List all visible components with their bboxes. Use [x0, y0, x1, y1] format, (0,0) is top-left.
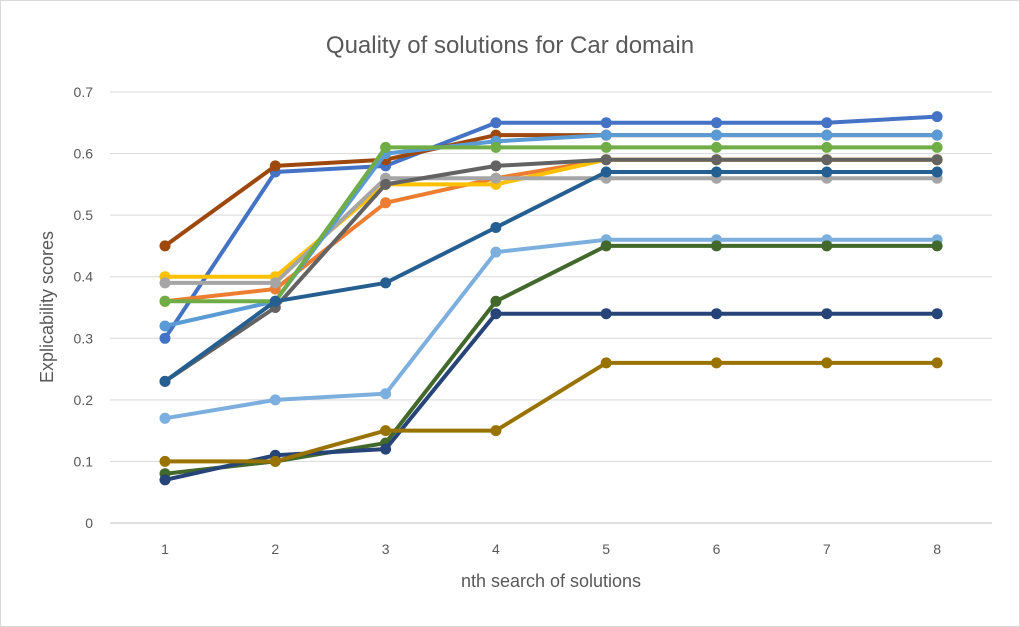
data-point	[600, 129, 612, 141]
data-point	[490, 141, 502, 153]
data-point	[931, 129, 943, 141]
data-point	[931, 357, 943, 369]
data-point	[600, 357, 612, 369]
data-point	[711, 117, 722, 129]
data-point	[269, 160, 281, 172]
data-point	[711, 129, 722, 141]
data-point	[159, 455, 171, 467]
y-tick-label: 0	[85, 515, 93, 531]
data-point	[269, 295, 281, 307]
x-tick-label: 8	[933, 541, 941, 557]
series-13	[159, 357, 943, 467]
data-point	[821, 141, 833, 153]
data-point	[931, 154, 943, 166]
series-line	[163, 114, 940, 341]
data-point	[159, 375, 171, 387]
data-point	[269, 455, 281, 467]
data-point	[711, 154, 722, 166]
data-point	[380, 141, 392, 153]
data-point	[711, 240, 722, 252]
data-point	[711, 357, 722, 369]
data-point	[490, 246, 502, 258]
series-line	[163, 360, 940, 464]
x-tick-label: 4	[492, 541, 500, 557]
data-point	[711, 166, 722, 178]
data-point	[821, 117, 833, 129]
data-point	[600, 154, 612, 166]
data-point	[931, 308, 943, 320]
data-point	[600, 166, 612, 178]
data-point	[711, 308, 722, 320]
x-tick-label: 3	[382, 541, 390, 557]
data-point	[380, 197, 392, 209]
data-point	[600, 308, 612, 320]
chart-title: Quality of solutions for Car domain	[326, 32, 694, 59]
data-point	[931, 141, 943, 153]
data-point	[269, 394, 281, 406]
y-tick-label: 0.1	[74, 453, 94, 469]
y-tick-label: 0.7	[74, 84, 94, 100]
y-tick-label: 0.5	[74, 207, 94, 223]
x-axis-label: nth search of solutions	[461, 571, 641, 591]
data-point	[490, 308, 502, 320]
series-7	[159, 141, 943, 307]
series-line	[163, 133, 940, 248]
series-line	[163, 157, 940, 384]
data-point	[159, 240, 171, 252]
series-group	[159, 111, 943, 486]
data-point	[711, 141, 722, 153]
data-point	[159, 295, 171, 307]
series-line	[163, 237, 940, 421]
series-5	[159, 172, 943, 289]
data-point	[490, 222, 502, 233]
series-line	[163, 170, 940, 384]
data-point	[380, 425, 392, 437]
data-point	[600, 141, 612, 153]
data-point	[380, 277, 392, 289]
data-point	[490, 425, 502, 437]
data-point	[821, 308, 833, 320]
data-point	[600, 240, 612, 252]
data-point	[600, 117, 612, 129]
x-tick-label: 6	[713, 541, 721, 557]
data-point	[490, 160, 502, 172]
data-point	[490, 117, 502, 129]
y-axis-label: Explicability scores	[37, 231, 57, 383]
x-tick-label: 1	[161, 541, 169, 557]
x-tick-label: 7	[823, 541, 831, 557]
data-point	[931, 111, 943, 123]
data-point	[821, 240, 833, 252]
data-point	[821, 129, 833, 141]
series-line	[163, 176, 940, 285]
x-axis-ticks: 1 2 3 4 5 6 7 8	[161, 541, 941, 557]
y-tick-label: 0.3	[74, 330, 94, 346]
data-point	[380, 443, 392, 455]
data-point	[490, 295, 502, 307]
data-point	[269, 277, 281, 289]
data-point	[490, 172, 502, 184]
data-point	[380, 178, 392, 190]
data-point	[821, 154, 833, 166]
series-9	[159, 166, 943, 387]
data-point	[821, 357, 833, 369]
series-line	[163, 145, 940, 304]
data-point	[821, 166, 833, 178]
x-tick-label: 5	[602, 541, 610, 557]
y-tick-label: 0.6	[74, 146, 94, 162]
data-point	[159, 332, 171, 344]
x-tick-label: 2	[271, 541, 279, 557]
data-point	[159, 412, 171, 424]
data-point	[159, 474, 171, 486]
data-point	[380, 388, 392, 400]
y-tick-label: 0.2	[74, 392, 94, 408]
y-tick-label: 0.4	[74, 269, 94, 285]
data-point	[931, 166, 943, 178]
data-point	[931, 240, 943, 252]
y-axis-ticks: 0 0.1 0.2 0.3 0.4 0.5 0.6 0.7	[74, 84, 94, 531]
series-8	[159, 154, 943, 387]
data-point	[159, 320, 171, 332]
data-point	[159, 277, 171, 289]
